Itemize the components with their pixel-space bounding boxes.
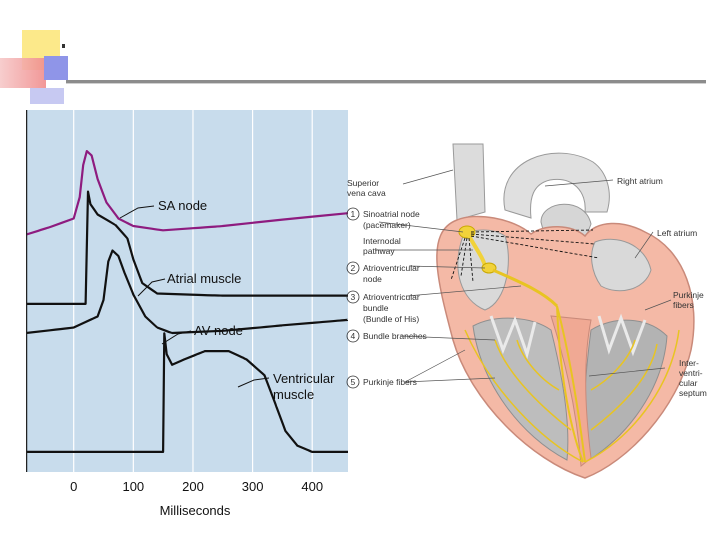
- label-purkinje: Purkinje: [673, 290, 704, 300]
- gridlines: [73, 110, 313, 472]
- trace-sa-node: [26, 150, 348, 236]
- bundle-branches: [556, 305, 586, 463]
- action-potential-chart: SA node Atrial muscle AV node Ventricula…: [26, 110, 348, 472]
- x-tick-0: 0: [70, 479, 77, 494]
- tricuspid-valve: [489, 315, 537, 360]
- label-internodal: Internodal: [363, 236, 401, 246]
- label-atrial-muscle: Atrial muscle: [167, 271, 241, 286]
- step-5-number: 5: [351, 377, 356, 387]
- x-tick-400: 400: [301, 479, 323, 494]
- title-rule: [66, 80, 706, 83]
- label-right-atrium: Right atrium: [617, 176, 663, 186]
- purkinje-fibers-right: [464, 329, 584, 463]
- step-4-number: 4: [351, 331, 356, 341]
- mitral-valve: [597, 313, 647, 357]
- label-vena-cava: vena cava: [347, 188, 386, 198]
- label-atrioventricular-node-2: node: [363, 274, 382, 284]
- label-atrioventricular-bundle-1: Atrioventricular: [363, 292, 420, 302]
- step-5-circle: [346, 375, 360, 389]
- left-atrium-cavity: [591, 238, 652, 292]
- x-axis-label: Milliseconds: [159, 503, 231, 518]
- title-rule-shadow: [66, 83, 706, 84]
- step-2-circle: [346, 261, 360, 275]
- label-bundle-of-his: (Bundle of His): [363, 314, 419, 324]
- label-muscle: muscle: [273, 387, 314, 402]
- label-pacemaker: (pacemaker): [363, 220, 411, 230]
- heart-conduction-diagram: Superior vena cava 1 Sinoatrial node (pa…: [346, 143, 707, 479]
- label-purkinje-fibers: Purkinje fibers: [363, 377, 417, 387]
- step-3-number: 3: [351, 292, 356, 302]
- right-ventricle-cavity: [472, 317, 569, 461]
- x-tick-labels: 0 100 200 300 400: [70, 479, 323, 494]
- decor-dot: [62, 44, 65, 48]
- label-av-node: AV node: [194, 323, 243, 338]
- label-left-atrium: Left atrium: [657, 228, 697, 238]
- label-cular: cular: [679, 378, 698, 388]
- step-1-number: 1: [351, 209, 356, 219]
- label-bundle-branches: Bundle branches: [363, 331, 427, 341]
- label-pathway: pathway: [363, 246, 395, 256]
- step-4-circle: [346, 329, 360, 343]
- step-2-number: 2: [351, 263, 356, 273]
- trace-atrial-muscle: [26, 190, 348, 305]
- label-fibers: fibers: [673, 300, 694, 310]
- label-inter: Inter-: [679, 358, 699, 368]
- leader-sa-node: [119, 205, 155, 219]
- heart-leader-lines: [375, 169, 672, 383]
- leader-atrial-muscle: [137, 278, 166, 297]
- trace-av-node: [26, 249, 348, 335]
- decor-pink-bar: [0, 58, 46, 88]
- x-tick-200: 200: [182, 479, 204, 494]
- label-atrioventricular-node-1: Atrioventricular: [363, 263, 420, 273]
- step-3-circle: [346, 290, 360, 304]
- bundle-of-his: [492, 268, 559, 308]
- purkinje-fibers-left: [584, 329, 680, 463]
- label-superior: Superior: [347, 178, 379, 188]
- decor-light-blue-bar: [30, 88, 64, 104]
- superior-vena-cava: [452, 143, 486, 221]
- plot-background: [26, 110, 348, 472]
- label-sinoatrial-node: Sinoatrial node: [363, 209, 420, 219]
- impulse-arrows: [450, 229, 600, 283]
- label-ventri: ventri-: [679, 368, 703, 378]
- step-1-circle: [346, 207, 360, 221]
- x-tick-100: 100: [122, 479, 144, 494]
- trace-ventricular-muscle: [26, 332, 348, 454]
- aorta-arch: [503, 152, 610, 219]
- label-atrioventricular-bundle-2: bundle: [363, 303, 389, 313]
- leader-av-node: [161, 330, 192, 345]
- leader-ventricular: [237, 377, 270, 388]
- label-septum: septum: [679, 388, 707, 398]
- curves: [26, 150, 348, 454]
- label-ventricular: Ventricular: [273, 371, 335, 386]
- label-sa-node: SA node: [158, 198, 207, 213]
- decor-blue-square: [44, 56, 68, 80]
- x-tick-300: 300: [242, 479, 264, 494]
